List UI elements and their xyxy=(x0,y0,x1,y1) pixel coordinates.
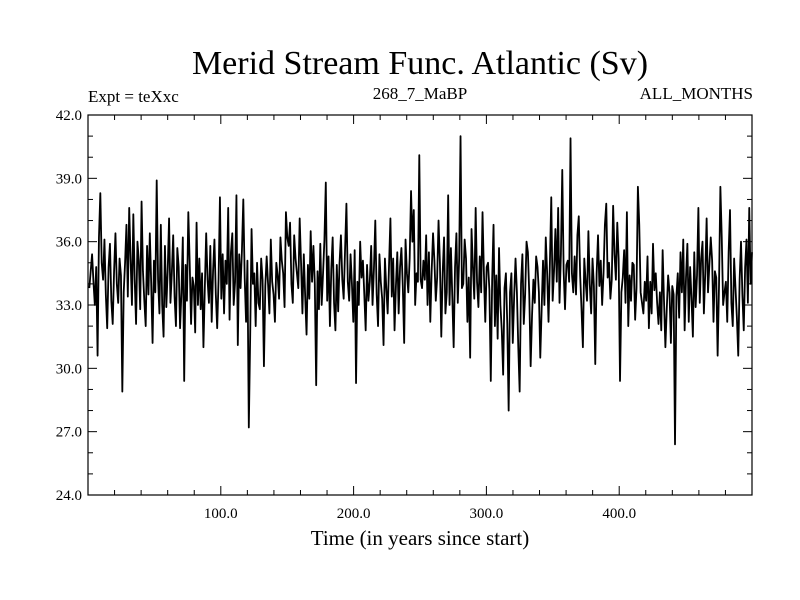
y-tick-label: 27.0 xyxy=(56,425,82,441)
x-axis-label: Time (in years since start) xyxy=(311,526,530,550)
x-tick-label: 400.0 xyxy=(602,506,636,522)
x-tick-label: 300.0 xyxy=(470,506,504,522)
series-line xyxy=(88,135,753,446)
months-label: ALL_MONTHS xyxy=(640,84,753,103)
plot-frame xyxy=(87,114,753,496)
y-tick-label: 30.0 xyxy=(56,361,82,377)
experiment-label: Expt = teXxc xyxy=(88,87,179,106)
y-tick-label: 24.0 xyxy=(56,488,82,504)
chart-title: Merid Stream Func. Atlantic (Sv) xyxy=(192,45,648,82)
period-label: 268_7_MaBP xyxy=(373,84,467,103)
x-tick-label: 200.0 xyxy=(337,506,371,522)
y-tick-labels: 24.0 27.0 30.0 33.0 36.0 39.0 42.0 xyxy=(56,108,82,504)
x-tick-label: 100.0 xyxy=(204,506,238,522)
y-tick-label: 42.0 xyxy=(56,108,82,124)
x-tick-labels: 100.0 200.0 300.0 400.0 xyxy=(204,506,636,522)
y-tick-label: 39.0 xyxy=(56,171,82,187)
y-tick-label: 36.0 xyxy=(56,235,82,251)
y-tick-label: 33.0 xyxy=(56,298,82,314)
